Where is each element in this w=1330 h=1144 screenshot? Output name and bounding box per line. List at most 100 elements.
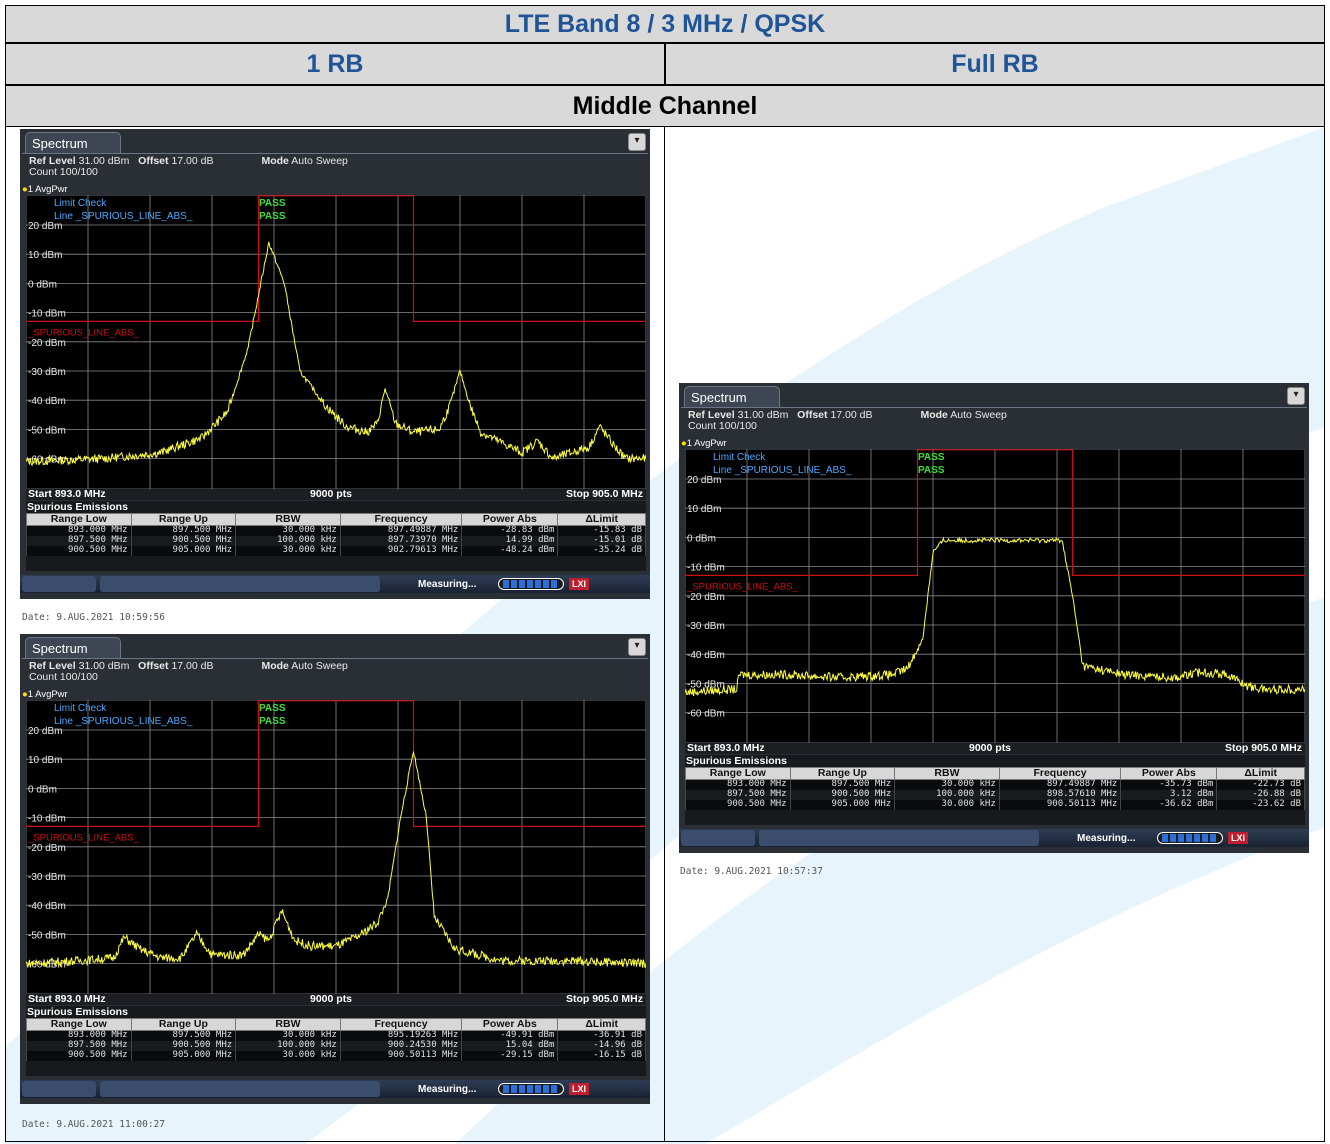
ref-level-value: 31.00 dBm bbox=[78, 155, 130, 167]
spur-cell: 30.000 kHz bbox=[235, 525, 341, 536]
spur-cell: -14.96 dB bbox=[557, 1040, 646, 1051]
spur-col-header: Range Low bbox=[26, 513, 132, 526]
date-stamp: Date: 9.AUG.2021 11:00:27 bbox=[22, 1119, 165, 1130]
trace-label: ●1 AvgPwr bbox=[681, 438, 727, 449]
spur-cell: 30.000 kHz bbox=[235, 545, 341, 556]
spur-cell: 897.500 MHz bbox=[789, 779, 896, 790]
limit-line-name: Line _SPURIOUS_LINE_ABS_ bbox=[713, 465, 852, 476]
spur-cell: 897.49887 MHz bbox=[998, 779, 1122, 790]
spur-col-header: ΔLimit bbox=[557, 513, 646, 526]
pass-label: PASS bbox=[259, 211, 286, 222]
progress-indicator bbox=[498, 1083, 564, 1095]
y-axis-label: 10 dBm bbox=[28, 250, 62, 261]
spectrum-trace bbox=[26, 241, 646, 467]
table-border bbox=[5, 127, 1325, 1142]
spur-cell: -35.24 dB bbox=[557, 545, 646, 556]
limit-check-label: Limit Check bbox=[54, 198, 107, 209]
ref-level-value: 31.00 dBm bbox=[737, 409, 789, 421]
spur-cell: 3.12 dBm bbox=[1120, 789, 1218, 800]
spur-col-header: Range Low bbox=[685, 767, 791, 780]
mode-key: Mode bbox=[261, 660, 289, 672]
limit-check-label: Limit Check bbox=[713, 452, 766, 463]
spur-cell: 897.500 MHz bbox=[685, 789, 791, 800]
sweep-count: Count 100/100 bbox=[688, 420, 757, 432]
trace-label: ●1 AvgPwr bbox=[22, 689, 68, 700]
spur-cell: 100.000 kHz bbox=[235, 535, 341, 546]
ref-level-key: Ref Level bbox=[29, 660, 76, 672]
y-axis-label: 0 dBm bbox=[28, 279, 57, 290]
y-axis-label: -40 dBm bbox=[28, 396, 66, 407]
status-segment[interactable] bbox=[22, 576, 96, 592]
spur-col-header: RBW bbox=[235, 1018, 341, 1031]
spurious-emissions-table: Spurious Emissions Range Low Range Up RBW F… bbox=[685, 755, 1305, 825]
spur-cell: -29.15 dBm bbox=[461, 1050, 559, 1061]
offset-value: 17.00 dB bbox=[171, 155, 214, 167]
spur-cell: -16.15 dB bbox=[557, 1050, 646, 1061]
y-axis-label: 10 dBm bbox=[28, 755, 62, 766]
limit-line bbox=[685, 449, 1305, 576]
y-axis-label: -30 dBm bbox=[687, 621, 725, 632]
spur-title: Spurious Emissions bbox=[27, 501, 128, 513]
frequency-axis-bar: Start 893.0 MHz 9000 pts Stop 905.0 MHz bbox=[685, 743, 1305, 754]
lxi-icon: LXI bbox=[569, 578, 589, 590]
spur-cell: 900.500 MHz bbox=[26, 1050, 132, 1061]
status-segment[interactable] bbox=[681, 830, 755, 846]
y-axis-label: -10 dBm bbox=[687, 563, 725, 574]
limit-line-label: _SPURIOUS_LINE_ABS_ bbox=[27, 327, 140, 338]
spur-cell: 900.500 MHz bbox=[26, 545, 132, 556]
offset-value: 17.00 dB bbox=[830, 409, 873, 421]
limit-line-name: Line _SPURIOUS_LINE_ABS_ bbox=[54, 716, 193, 727]
status-segment[interactable] bbox=[100, 1081, 380, 1097]
sweep-count: Count 100/100 bbox=[29, 166, 98, 178]
tab-spectrum[interactable]: Spectrum bbox=[684, 386, 780, 408]
stop-frequency: Stop 905.0 MHz bbox=[565, 488, 643, 500]
limit-line bbox=[26, 195, 646, 322]
start-frequency: Start 893.0 MHz bbox=[687, 742, 765, 754]
stop-frequency: Stop 905.0 MHz bbox=[1224, 742, 1302, 754]
ref-level-key: Ref Level bbox=[29, 155, 76, 167]
spur-row: 900.500 MHz 905.000 MHz 30.000 kHz 900.5011… bbox=[26, 1050, 646, 1061]
menu-icon[interactable]: ▾ bbox=[628, 133, 646, 151]
y-axis-label: -30 dBm bbox=[28, 367, 66, 378]
spectrum-trace bbox=[26, 750, 646, 968]
spur-col-header: Frequency bbox=[339, 513, 463, 526]
ref-level-value: 31.00 dBm bbox=[78, 660, 130, 672]
status-segment[interactable] bbox=[100, 576, 380, 592]
spur-title: Spurious Emissions bbox=[27, 1006, 128, 1018]
menu-icon[interactable]: ▾ bbox=[1287, 387, 1305, 405]
spur-cell: 897.49887 MHz bbox=[339, 525, 463, 536]
frequency-axis-bar: Start 893.0 MHz 9000 pts Stop 905.0 MHz bbox=[26, 994, 646, 1005]
spur-col-header: Frequency bbox=[339, 1018, 463, 1031]
page-title: LTE Band 8 / 3 MHz / QPSK bbox=[5, 5, 1325, 43]
limit-line-name: Line _SPURIOUS_LINE_ABS_ bbox=[54, 211, 193, 222]
tab-spectrum[interactable]: Spectrum bbox=[25, 637, 121, 659]
spur-col-header: Power Abs bbox=[461, 513, 559, 526]
spur-col-header: ΔLimit bbox=[557, 1018, 646, 1031]
y-axis-label: -50 dBm bbox=[687, 679, 725, 690]
spur-col-header: Frequency bbox=[998, 767, 1122, 780]
spur-row: 897.500 MHz 900.500 MHz 100.000 kHz 897.739… bbox=[26, 535, 646, 546]
spur-cell: 897.500 MHz bbox=[130, 1030, 237, 1041]
progress-indicator bbox=[498, 578, 564, 590]
spur-cell: 902.79613 MHz bbox=[339, 545, 463, 556]
spur-cell: 900.500 MHz bbox=[130, 535, 237, 546]
menu-icon[interactable]: ▾ bbox=[628, 638, 646, 656]
limit-check-label: Limit Check bbox=[54, 703, 107, 714]
table-divider bbox=[664, 127, 665, 1142]
spur-row: 897.500 MHz 900.500 MHz 100.000 kHz 898.576… bbox=[685, 789, 1305, 800]
spur-cell: 893.000 MHz bbox=[26, 525, 132, 536]
y-axis-label: -10 dBm bbox=[28, 309, 66, 320]
spur-cell: -48.24 dBm bbox=[461, 545, 559, 556]
spur-cell: 893.000 MHz bbox=[26, 1030, 132, 1041]
column-header-1rb: 1 RB bbox=[5, 43, 665, 85]
tab-spectrum[interactable]: Spectrum bbox=[25, 132, 121, 154]
offset-value: 17.00 dB bbox=[171, 660, 214, 672]
spur-cell: 897.500 MHz bbox=[26, 1040, 132, 1051]
status-segment[interactable] bbox=[759, 830, 1039, 846]
y-axis-label: 20 dBm bbox=[687, 475, 721, 486]
spur-cell: 900.500 MHz bbox=[685, 799, 791, 810]
ref-level-key: Ref Level bbox=[688, 409, 735, 421]
spur-cell: -15.83 dB bbox=[557, 525, 646, 536]
measurement-info: Ref Level 31.00 dBm Offset 17.00 dB Mode … bbox=[29, 661, 348, 683]
status-segment[interactable] bbox=[22, 1081, 96, 1097]
